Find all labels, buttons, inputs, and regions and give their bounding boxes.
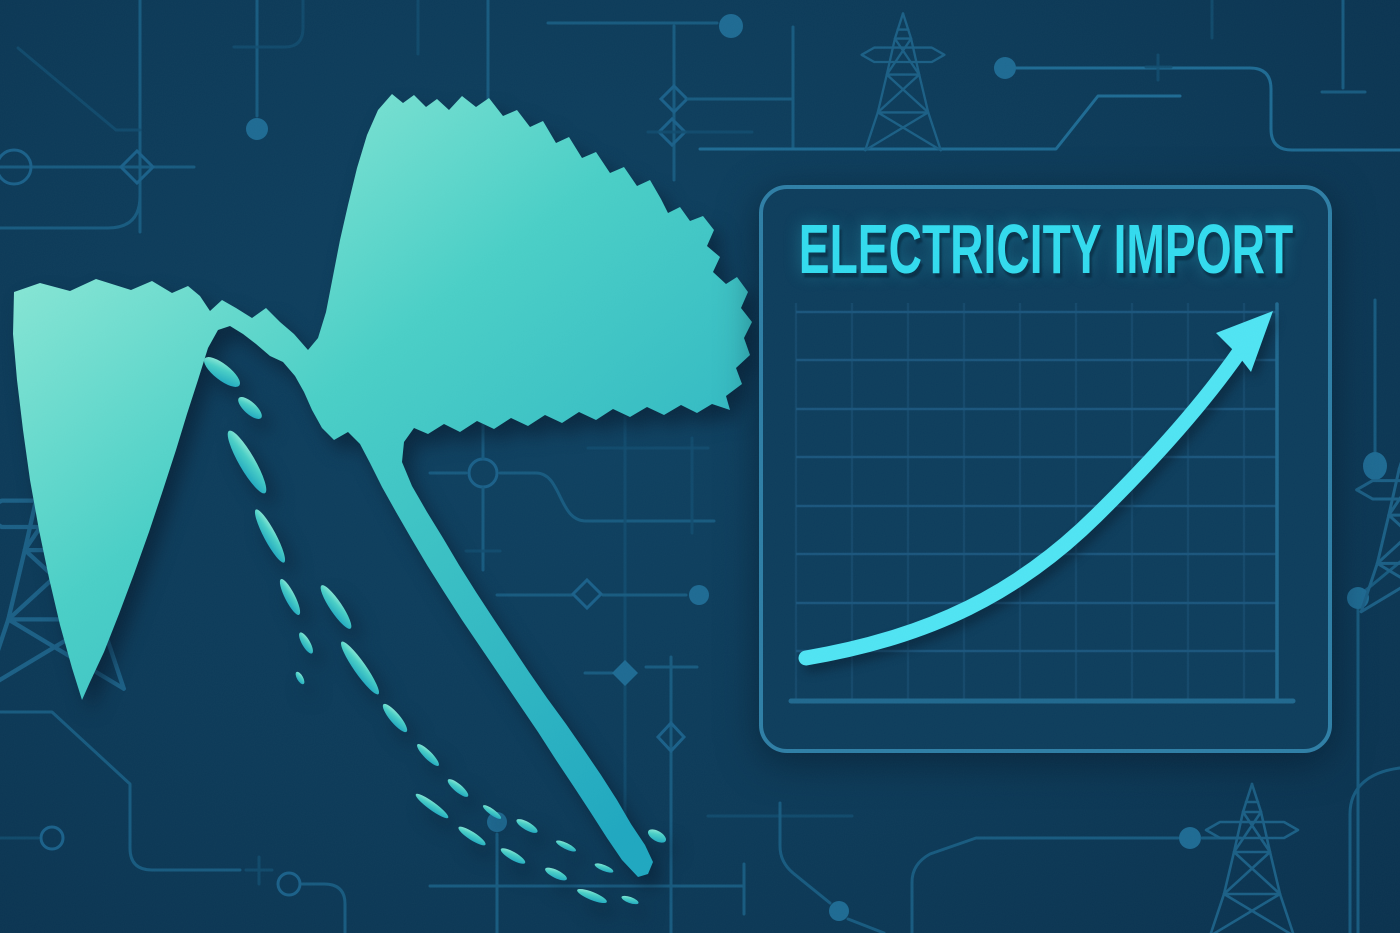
croatia-mainland [13,94,752,877]
pylon-icon-top [860,12,946,152]
croatia-map [13,94,752,905]
chart-panel: ELECTRICITY IMPORT [759,185,1332,753]
pylon-icon-bottom-right [1204,782,1300,933]
circuit-dot-node [246,118,268,140]
chart-title: ELECTRICITY IMPORT [799,209,1293,288]
